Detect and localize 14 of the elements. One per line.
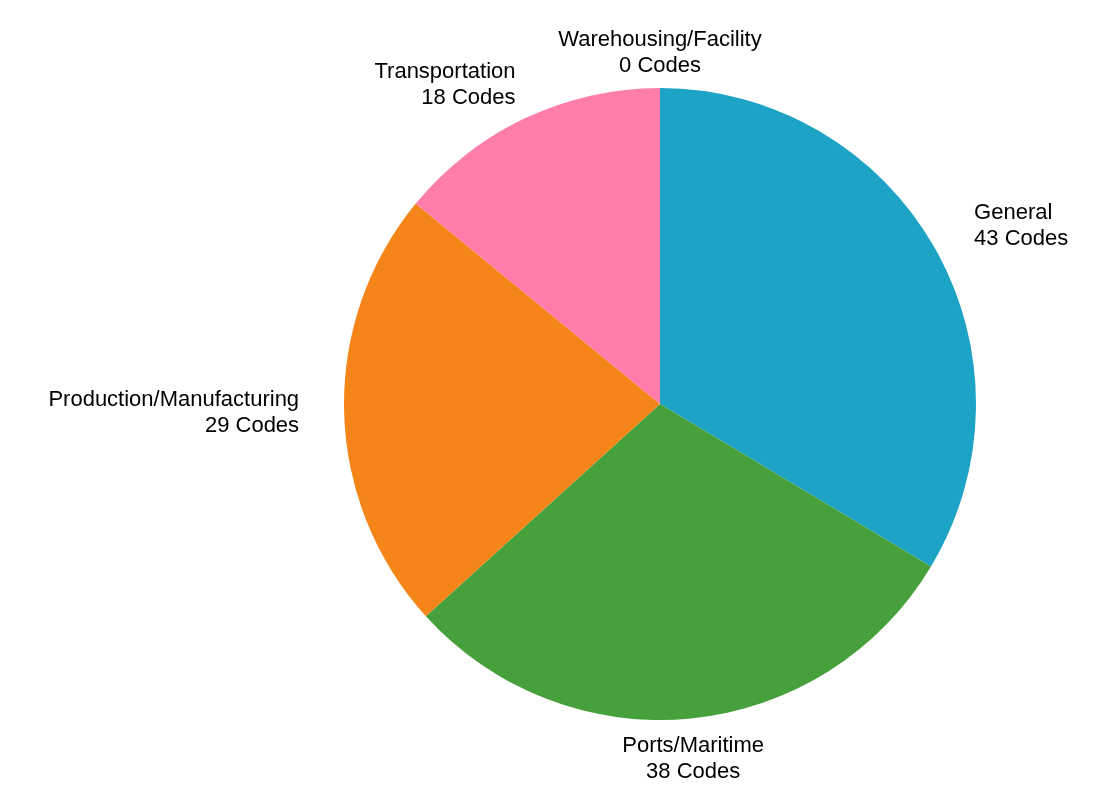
text: 0 Codes — [619, 51, 701, 77]
pie-slice — [425, 404, 932, 720]
slice-label: Production/Manufacturing — [48, 385, 300, 411]
pie-slice — [344, 203, 660, 617]
data-label: 29 Codes — [204, 411, 300, 437]
slice-label: Ports/Maritime — [622, 732, 765, 758]
data-label: 43 Codes — [974, 224, 1069, 250]
slice-label: Transportation — [374, 58, 516, 84]
pie-slice — [660, 88, 976, 567]
slice-label: General — [974, 198, 1053, 224]
data-label: 18 Codes — [421, 84, 516, 110]
category-label: Warehousing/Facility — [558, 25, 762, 51]
data-label: 38 Codes — [646, 758, 741, 784]
pie-slice — [415, 88, 660, 404]
